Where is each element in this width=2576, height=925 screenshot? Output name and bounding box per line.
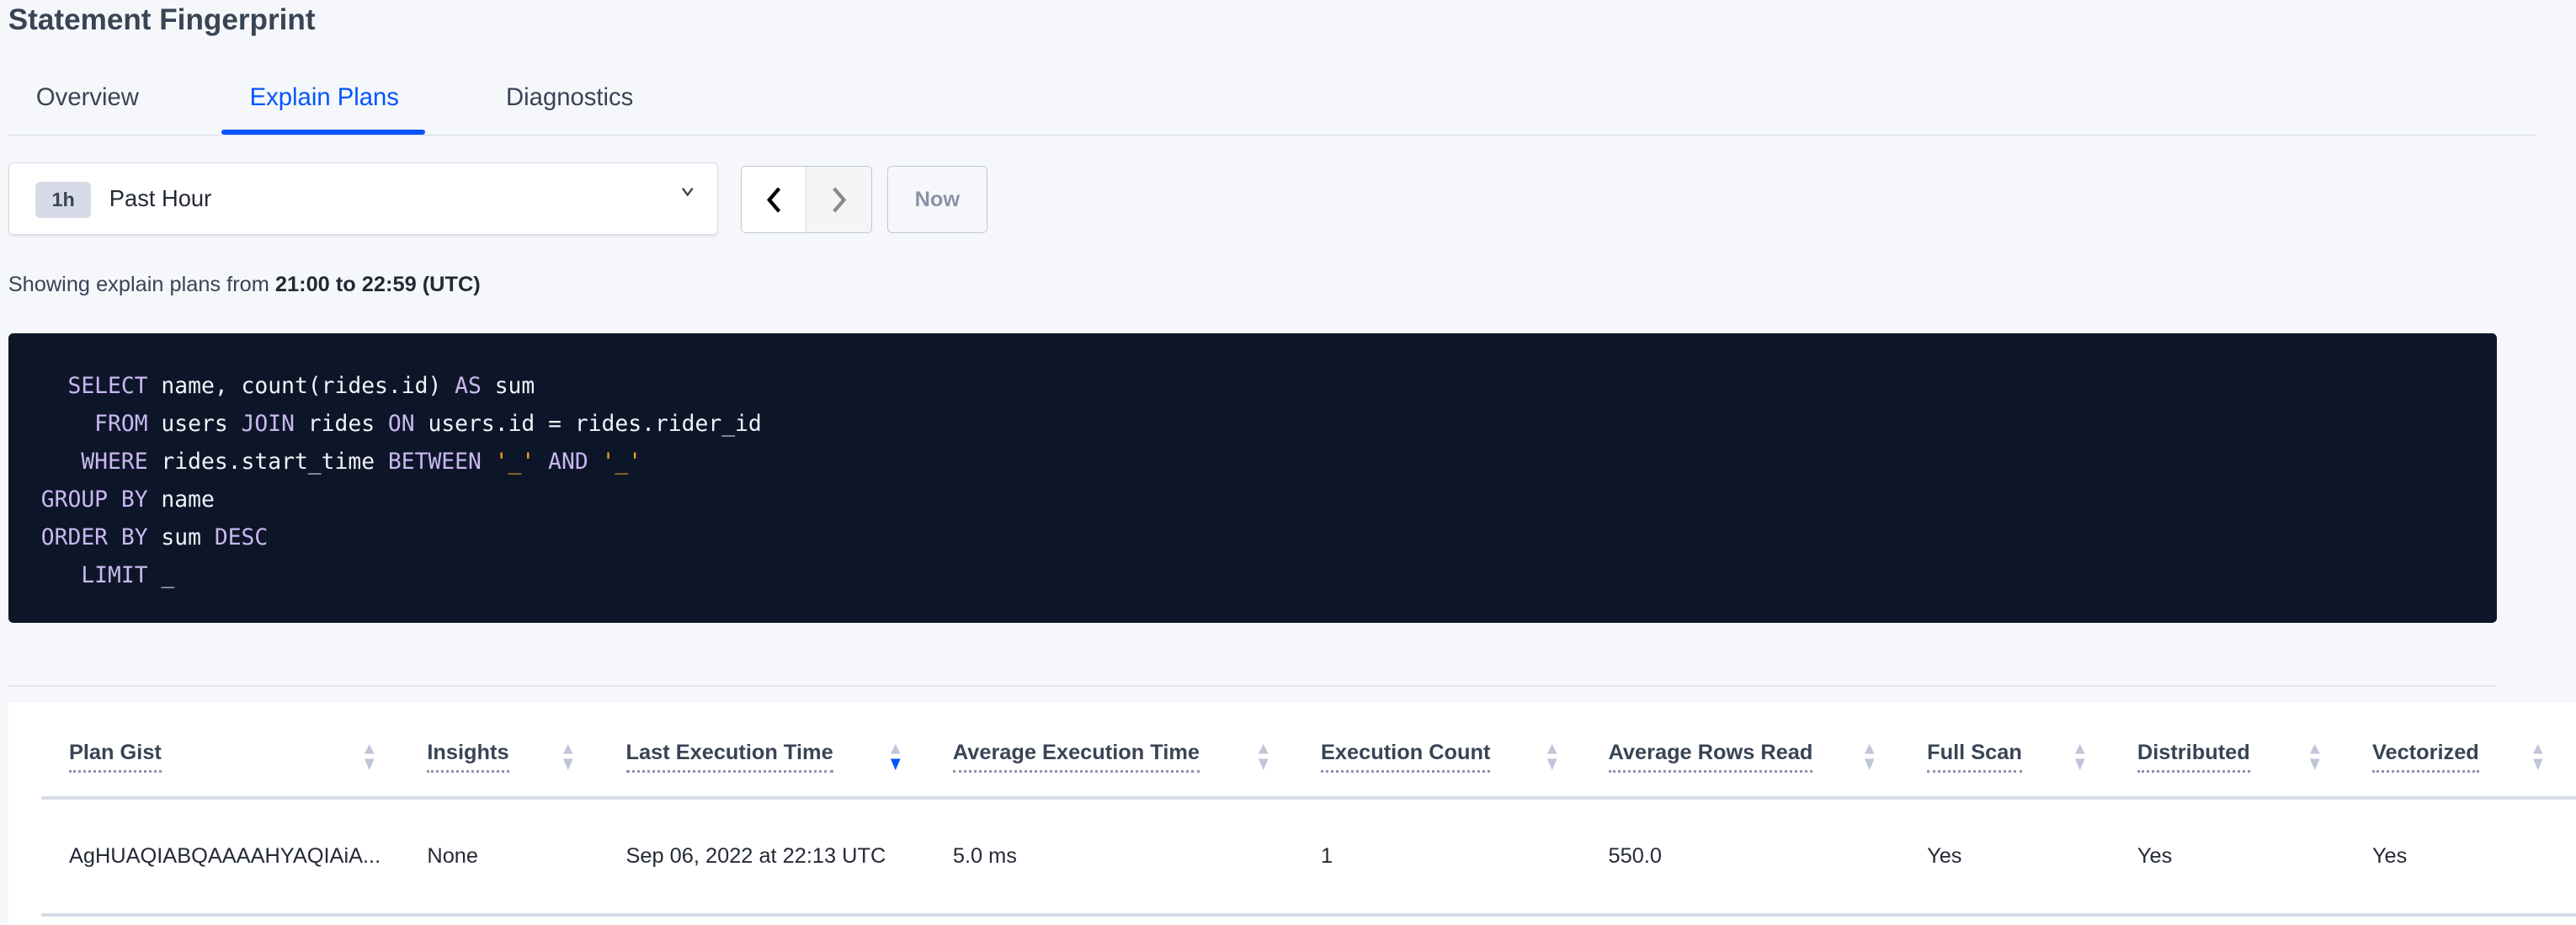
summary-prefix: Showing explain plans from <box>8 272 275 296</box>
sort-icon[interactable] <box>2307 742 2323 772</box>
sql-keyword: DESC <box>214 524 269 550</box>
sql-text: users <box>147 412 242 437</box>
sql-keyword: AS <box>455 374 482 400</box>
chevron-right-icon <box>832 187 846 213</box>
sql-string: '_' <box>494 449 535 475</box>
sort-icon[interactable] <box>1255 742 1272 772</box>
column-header[interactable]: Last Execution Time <box>625 741 833 773</box>
sql-keyword: FROM <box>40 412 148 437</box>
column-header[interactable]: Insights <box>427 741 509 773</box>
time-range-select[interactable]: 1h Past Hour <box>8 162 718 236</box>
row-border <box>40 913 2576 917</box>
table-cell: None <box>427 844 478 869</box>
time-range-label: Past Hour <box>109 184 212 211</box>
sql-statement-block: SELECT name, count(rides.id) AS sum FROM… <box>8 333 2498 623</box>
column-header[interactable]: Full Scan <box>1927 741 2022 773</box>
tab-bar: Overview Explain Plans Diagnostics <box>8 76 2537 136</box>
column-header[interactable]: Execution Count <box>1321 741 1491 773</box>
sort-icon[interactable] <box>2530 742 2547 772</box>
table-cell: Sep 06, 2022 at 22:13 UTC <box>625 844 886 869</box>
column-header[interactable]: Distributed <box>2137 741 2250 773</box>
plans-table-panel <box>8 703 2576 925</box>
sql-text: sum <box>481 374 535 400</box>
sql-text: name, count(rides.id) <box>147 374 455 400</box>
sort-icon[interactable] <box>1861 742 1878 772</box>
sql-keyword: AND <box>548 449 588 475</box>
table-cell: 5.0 ms <box>952 844 1017 869</box>
sql-text <box>588 449 602 475</box>
sort-icon[interactable] <box>361 742 378 772</box>
column-header[interactable]: Plan Gist <box>68 741 162 773</box>
sql-string: '_' <box>601 449 642 475</box>
sql-text: _ <box>147 562 175 588</box>
sort-icon[interactable] <box>887 742 904 772</box>
sort-icon[interactable] <box>560 742 577 772</box>
column-header[interactable]: Average Rows Read <box>1608 741 1813 773</box>
table-cell: 1 <box>1321 844 1333 869</box>
sql-code: SELECT name, count(rides.id) AS sum FROM… <box>41 368 762 594</box>
column-header[interactable]: Average Execution Time <box>952 741 1200 773</box>
sort-icon[interactable] <box>2072 742 2089 772</box>
page-title: Statement Fingerprint <box>8 3 316 36</box>
table-cell: 550.0 <box>1608 844 1662 869</box>
chevron-left-icon <box>766 187 780 213</box>
sql-text: rides.start_time <box>147 449 388 475</box>
now-button[interactable]: Now <box>886 166 987 234</box>
sql-keyword: GROUP BY <box>40 486 148 513</box>
time-nav-buttons <box>741 166 873 234</box>
divider <box>8 684 2498 687</box>
tab-diagnostics[interactable]: Diagnostics <box>506 83 634 111</box>
sql-keyword: JOIN <box>241 412 295 437</box>
sql-text: users.id = rides.rider_id <box>414 412 762 437</box>
table-cell: Yes <box>2371 844 2408 869</box>
chevron-down-icon <box>679 180 696 208</box>
sql-text <box>482 449 495 475</box>
column-header[interactable]: Vectorized <box>2371 741 2479 773</box>
sort-icon[interactable] <box>1544 742 1561 772</box>
summary-range: 21:00 to 22:59 (UTC) <box>274 272 481 296</box>
sql-keyword: SELECT <box>40 374 148 400</box>
header-border <box>40 796 2576 800</box>
sql-text: name <box>147 486 215 513</box>
sql-text <box>535 449 548 475</box>
table-cell: Yes <box>1927 844 1962 869</box>
table-cell: Yes <box>2137 844 2173 869</box>
time-range-badge: 1h <box>35 181 92 218</box>
sql-keyword: LIMIT <box>40 562 148 588</box>
active-tab-indicator <box>221 130 426 135</box>
previous-button[interactable] <box>742 167 807 233</box>
sql-keyword: ON <box>387 412 415 437</box>
sql-text: rides <box>294 412 388 437</box>
plan-gist-link[interactable]: AgHUAQIABQAAAAHYAQIAiA... <box>68 844 381 869</box>
sql-keyword: BETWEEN <box>387 449 482 475</box>
sql-text: sum <box>147 524 215 550</box>
sql-keyword: WHERE <box>40 449 148 475</box>
tab-explain-plans[interactable]: Explain Plans <box>249 83 399 111</box>
tab-overview[interactable]: Overview <box>35 83 139 111</box>
next-button[interactable] <box>806 167 871 233</box>
sql-keyword: ORDER BY <box>40 524 148 550</box>
time-range-summary: Showing explain plans from 21:00 to 22:5… <box>8 273 481 297</box>
